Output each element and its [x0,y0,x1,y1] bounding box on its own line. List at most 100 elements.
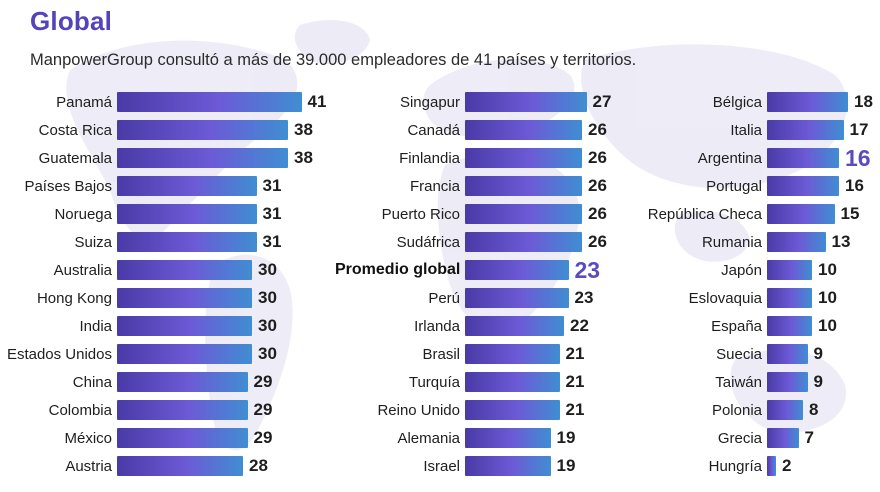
value-label: 27 [592,92,612,111]
value-bar [117,456,243,476]
value-label: 7 [804,428,814,447]
value-bar [117,344,252,364]
value-bar [117,400,248,420]
bar-row: Canadá 26 [335,120,637,140]
value-label: 26 [588,120,607,139]
country-label: Brasil [422,345,460,363]
country-label: Finlandia [399,149,460,167]
value-label: 10 [818,260,837,279]
bar-column: Singapur 27 Canadá 26 Finlandia 26 Franc… [335,92,637,484]
value-label: 29 [253,428,273,447]
value-bar [465,288,569,308]
country-label: India [79,317,112,335]
value-bar [465,204,582,224]
country-label: Colombia [48,401,112,419]
bar-row: Guatemala 38 [0,148,335,168]
value-bar [117,148,288,168]
value-bar [767,260,812,280]
value-bar [767,204,835,224]
chart-subtitle: ManpowerGroup consultó a más de 39.000 e… [30,51,637,69]
bar-row: Noruega 31 [0,204,335,224]
value-bar [465,344,560,364]
value-label: 15 [840,204,860,223]
bar-row: Japón 10 [637,260,880,280]
country-label: Eslovaquia [688,289,762,307]
value-label: 2 [782,456,792,475]
bar-row: Hong Kong 30 [0,288,335,308]
value-bar [117,176,257,196]
value-label: 9 [813,372,823,391]
page-title: Global [30,6,113,36]
bar-row: Argentina 16 [637,145,880,171]
country-label: Estados Unidos [6,345,112,363]
value-bar [117,260,252,280]
bar-row: Brasil 21 [335,344,637,364]
country-label: Hungría [708,457,762,475]
value-label: 9 [813,344,823,363]
country-label: Japón [721,261,762,279]
country-label: Turquía [408,373,460,391]
value-label: 30 [258,260,277,279]
bar-row: Finlandia 26 [335,148,637,168]
country-label: Noruega [54,205,112,223]
value-label: 26 [588,148,607,167]
bar-row: Turquía 21 [335,372,637,392]
country-label: España [711,317,762,335]
country-label: Portugal [706,177,762,195]
value-label: 31 [262,204,282,223]
country-label: Polonia [711,401,762,419]
value-label: 10 [818,316,837,335]
value-bar [767,400,803,420]
value-bar [465,232,582,252]
value-bar [465,120,582,140]
bar-row: Suiza 31 [0,232,335,252]
country-label: Suiza [74,233,112,251]
value-label: 30 [258,288,277,307]
country-label: Perú [428,289,460,307]
bar-row: México 29 [0,428,335,448]
bar-row: Francia 26 [335,176,637,196]
country-label: Argentina [697,149,762,167]
value-label: 19 [556,456,576,475]
value-bar [767,92,848,112]
value-label: 23 [574,256,601,283]
bar-row: Puerto Rico 26 [335,204,637,224]
value-label: 30 [258,344,277,363]
bar-row: Promedio global 23 [335,257,637,283]
country-label: Irlanda [414,317,460,335]
value-label: 21 [565,400,585,419]
bar-row: Reino Unido 21 [335,400,637,420]
bar-row: Grecia 7 [637,428,880,448]
bar-row: Sudáfrica 26 [335,232,637,252]
bar-row: Perú 23 [335,288,637,308]
value-bar [767,232,826,252]
value-label: 29 [253,372,273,391]
bar-row: Panamá 41 [0,92,335,112]
value-bar [767,344,808,364]
value-label: 26 [588,204,607,223]
value-bar [465,316,564,336]
country-label: Hong Kong [36,289,112,307]
bar-row: Alemania 19 [335,428,637,448]
bar-row: Singapur 27 [335,92,637,112]
value-bar [767,372,808,392]
bar-row: Costa Rica 38 [0,120,335,140]
country-label: Sudáfrica [396,233,460,251]
value-label: 8 [809,400,819,419]
bar-row: Italia 17 [637,120,880,140]
value-bar [767,120,844,140]
value-label: 10 [818,288,837,307]
country-label: Promedio global [335,261,461,278]
value-bar [767,148,839,168]
value-bar [465,148,582,168]
bar-row: China 29 [0,372,335,392]
value-bar [465,260,569,280]
value-bar [767,428,799,448]
value-bar [767,288,812,308]
country-label: Alemania [397,429,460,447]
country-label: Reino Unido [377,401,460,419]
value-label: 29 [253,400,273,419]
bar-column: Bélgica 18 Italia 17 Argentina 16 Portug… [637,92,880,484]
